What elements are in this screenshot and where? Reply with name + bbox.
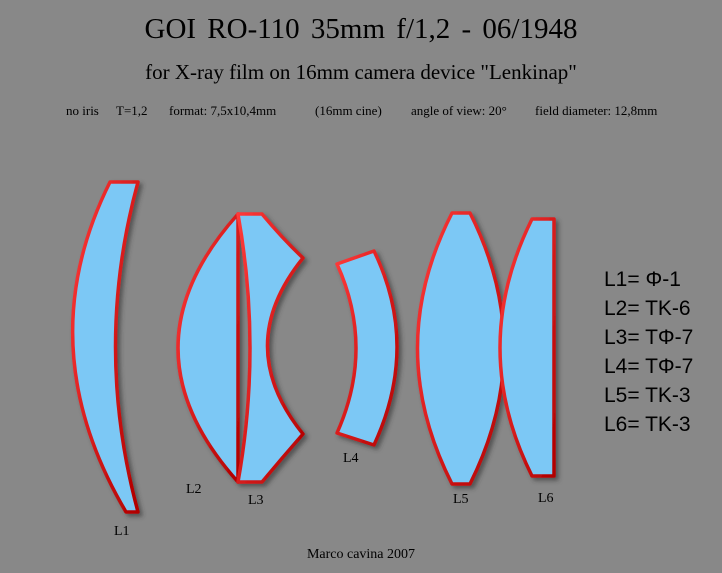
spec-t-stop: T=1,2 (116, 103, 148, 118)
glass-type-l6: L6= TK-3 (604, 413, 691, 436)
diagram-subtitle: for X-ray film on 16mm camera device "Le… (145, 60, 577, 84)
lens-label-l6: L6 (538, 491, 554, 506)
lens-element-l1 (70, 180, 140, 514)
lens-element-l5 (415, 211, 506, 486)
glass-type-l3: L3= TΦ-7 (604, 326, 694, 349)
lens-element-l3 (236, 212, 305, 484)
lens-label-l4: L4 (343, 451, 359, 466)
glass-type-l4: L4= TΦ-7 (604, 355, 694, 378)
spec-angle-of-view: angle of view: 20° (411, 103, 507, 118)
lens-label-l1: L1 (114, 524, 130, 539)
lens-element-l2 (176, 212, 240, 484)
author-credit: Marco cavina 2007 (306, 547, 416, 562)
glass-type-l1: L1= Φ-1 (604, 268, 681, 291)
diagram-title: GOI RO-110 35mm f/1,2 - 06/1948 (144, 13, 578, 45)
glass-type-l5: L5= TK-3 (604, 384, 691, 407)
spec-cine: (16mm cine) (315, 103, 382, 118)
lens-element-l6 (498, 217, 556, 478)
spec-iris: no iris (66, 103, 99, 118)
lens-label-l3: L3 (248, 493, 264, 508)
lens-label-l2: L2 (186, 482, 202, 497)
glass-type-l2: L2= TK-6 (604, 297, 691, 320)
spec-field-diameter: field diameter: 12,8mm (535, 103, 658, 118)
spec-format: format: 7,5x10,4mm (169, 103, 277, 118)
lens-label-l5: L5 (453, 492, 469, 507)
lens-element-l4 (335, 249, 399, 447)
